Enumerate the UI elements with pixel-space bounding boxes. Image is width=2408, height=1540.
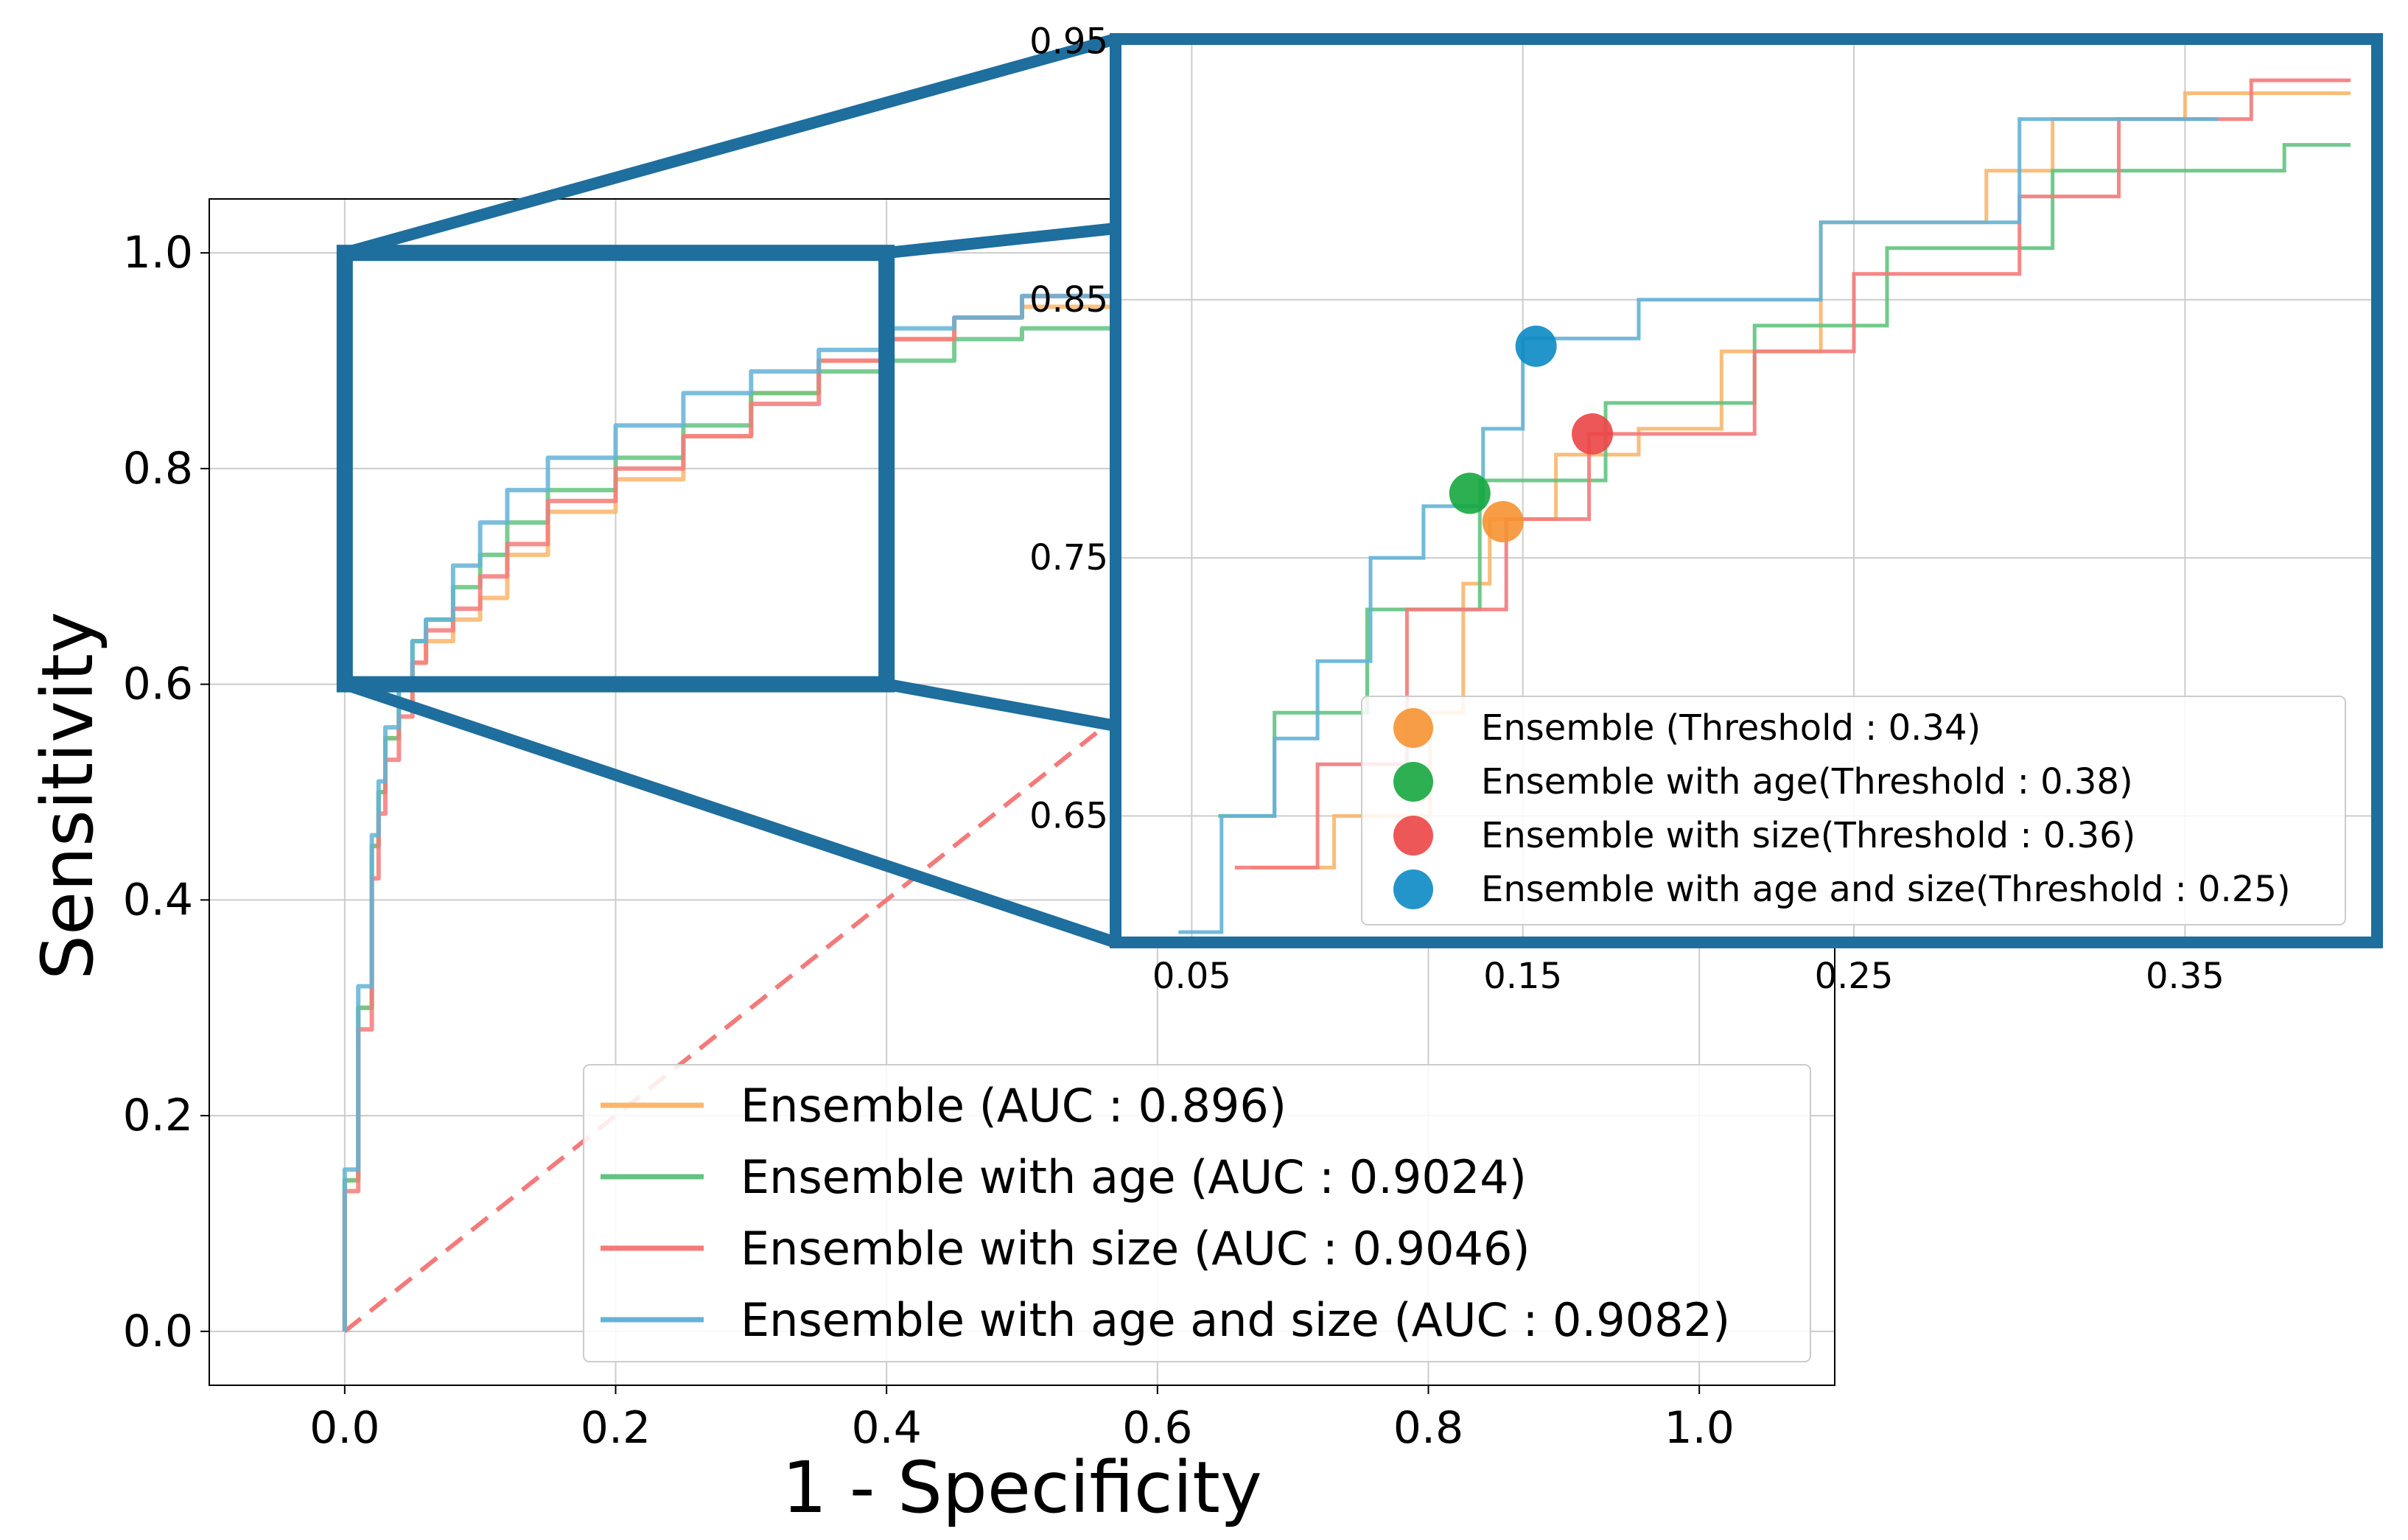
inset-y-tick-label: 0.85 [1029,279,1108,321]
threshold-point-3 [1515,325,1557,367]
main-x-tick-label: 1.0 [1664,1402,1734,1454]
main-tick-labels: 0.0 0.2 0.4 0.6 0.8 1.0 0.0 0.2 0.4 0.6 0.8 1.0 [123,227,1735,1454]
inset-legend-marker [1393,762,1433,802]
inset-legend-label: Ensemble with size(Threshold : 0.36) [1481,815,2135,856]
threshold-point-2 [1572,413,1614,455]
main-legend: Ensemble (AUC : 0.896) Ensemble with age … [583,1064,1811,1362]
inset-legend-marker [1393,708,1433,748]
inset-y-tick-label: 0.65 [1029,795,1108,836]
main-legend-box [583,1064,1811,1362]
inset-plot: Ensemble (Threshold : 0.34) Ensemble with… [1029,21,2383,997]
inset-legend-box [1361,696,2346,925]
inset-legend-marker [1393,816,1433,855]
y-axis-label: Sensitivity [27,612,109,980]
inset-x-tick-label: 0.35 [2146,956,2225,997]
zoom-connector-bottom-right [881,678,1121,732]
inset-legend: Ensemble (Threshold : 0.34) Ensemble with… [1361,696,2346,925]
main-x-tick-label: 0.6 [1122,1402,1192,1454]
zoom-region-box [336,245,895,693]
inset-frame [1110,33,2383,948]
x-axis-label: 1 - Specificity [782,1446,1262,1529]
inset-roc-line-series-3 [1178,117,2219,934]
main-y-tick-label: 0.0 [123,1306,193,1357]
threshold-point-1 [1449,472,1491,514]
main-x-tick-label: 0.0 [309,1402,379,1454]
inset-x-tick-label: 0.15 [1483,956,1562,997]
main-x-tick-label: 0.4 [851,1402,921,1454]
main-y-tick-label: 0.6 [123,659,193,710]
main-y-tick-label: 0.8 [123,443,193,494]
main-y-tick-label: 0.4 [123,874,193,925]
inset-legend-label: Ensemble with age and size(Threshold : 0… [1481,869,2291,910]
inset-y-tick-label: 0.75 [1029,537,1108,578]
inset-x-tick-label: 0.25 [1815,956,1894,997]
main-legend-label: Ensemble with size (AUC : 0.9046) [741,1222,1530,1275]
zoom-connectors [338,33,1121,948]
inset-roc-line-series-1 [1218,143,2351,818]
threshold-point-0 [1482,501,1524,543]
main-x-tick-label: 0.2 [581,1402,651,1454]
main-y-tick-label: 0.2 [123,1090,193,1141]
inset-tick-labels: 0.05 0.15 0.25 0.35 0.65 0.75 0.85 0.95 [1029,21,2225,997]
inset-legend-label: Ensemble with age(Threshold : 0.38) [1481,761,2133,802]
main-y-tick-label: 1.0 [123,227,193,279]
inset-legend-marker [1393,869,1433,909]
inset-threshold-points [1449,325,1614,543]
main-legend-label: Ensemble (AUC : 0.896) [741,1079,1287,1133]
inset-y-tick-label: 0.95 [1029,21,1108,63]
zoom-connector-bottom-left [338,678,1121,948]
inset-x-tick-label: 0.05 [1152,956,1231,997]
inset-legend-label: Ensemble (Threshold : 0.34) [1481,707,1981,749]
main-x-tick-label: 0.8 [1393,1402,1463,1454]
main-legend-label: Ensemble with age (AUC : 0.9024) [741,1150,1527,1204]
zoom-connector-top-right [881,223,1121,259]
zoom-connector-top-left [338,33,1121,259]
main-legend-label: Ensemble with age and size (AUC : 0.9082… [741,1293,1730,1347]
